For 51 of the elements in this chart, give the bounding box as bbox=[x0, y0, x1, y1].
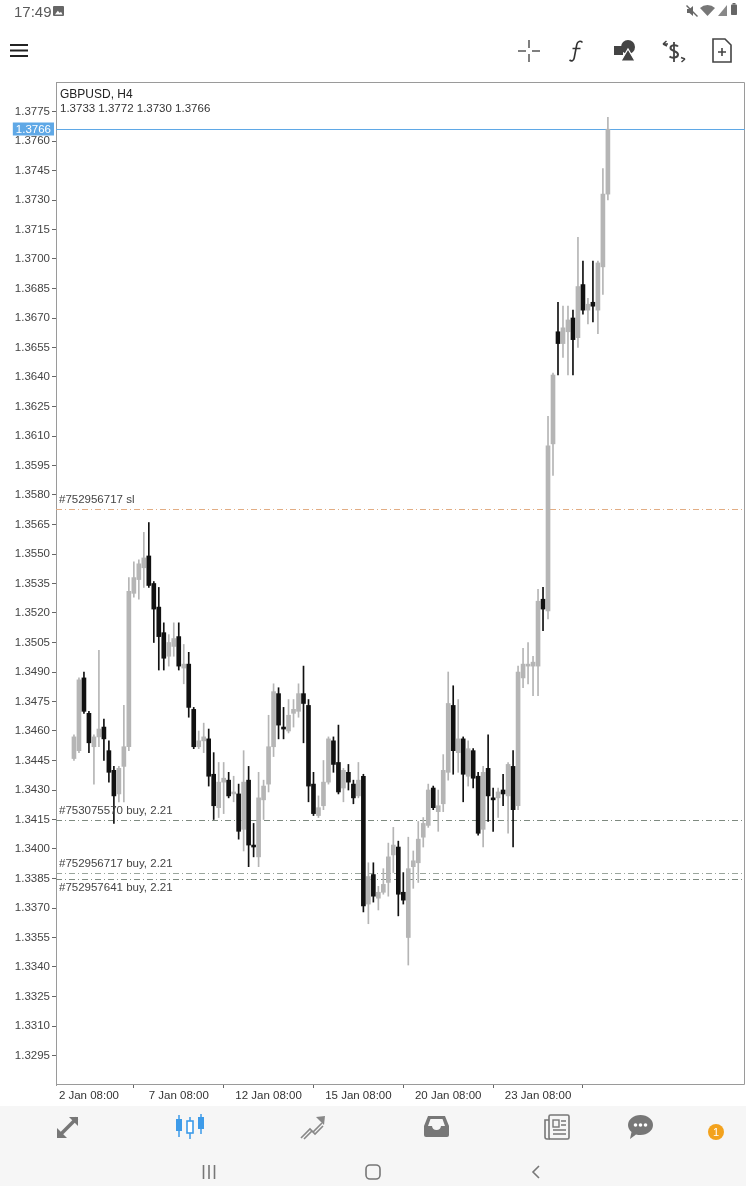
y-tick-label: 1.3640 bbox=[14, 370, 50, 383]
y-tick-label: 1.3655 bbox=[14, 340, 50, 353]
candlestick bbox=[555, 301, 561, 376]
y-tick-label: 1.3310 bbox=[14, 1019, 50, 1032]
y-tick-label: 1.3430 bbox=[14, 783, 50, 796]
chart-title: GBPUSD, H4 bbox=[60, 87, 133, 101]
candlestick bbox=[590, 260, 596, 323]
ref-line-label: #752956717 buy, 2.21 bbox=[59, 857, 173, 870]
ref-line-label: #752957641 buy, 2.21 bbox=[59, 881, 173, 894]
y-tick-label: 1.3505 bbox=[14, 635, 50, 648]
ref-line-label: #752956717 sl bbox=[59, 493, 135, 506]
candlestick bbox=[181, 644, 187, 685]
y-tick-label: 1.3730 bbox=[14, 193, 50, 206]
y-tick-label: 1.3595 bbox=[14, 458, 50, 471]
y-tick-label: 1.3670 bbox=[14, 311, 50, 324]
candlestick bbox=[201, 722, 207, 753]
x-tick-label: 7 Jan 08:00 bbox=[148, 1089, 209, 1102]
ref-line-label: 1.3766 bbox=[15, 122, 51, 135]
candlestick bbox=[455, 699, 461, 773]
x-tick-label: 2 Jan 08:00 bbox=[58, 1089, 119, 1102]
y-tick-label: 1.3535 bbox=[14, 576, 50, 589]
y-tick-label: 1.3400 bbox=[14, 842, 50, 855]
y-tick-label: 1.3760 bbox=[14, 134, 50, 147]
y-tick-label: 1.3445 bbox=[14, 753, 50, 766]
y-tick-label: 1.3475 bbox=[14, 694, 50, 707]
y-tick-label: 1.3295 bbox=[14, 1048, 50, 1061]
x-tick-label: 12 Jan 08:00 bbox=[235, 1089, 302, 1102]
x-tick-label: 20 Jan 08:00 bbox=[414, 1089, 482, 1102]
y-tick-label: 1.3385 bbox=[14, 871, 50, 884]
y-tick-label: 1.3460 bbox=[14, 724, 50, 737]
y-tick-label: 1.3580 bbox=[14, 488, 50, 501]
y-tick-label: 1.3550 bbox=[14, 547, 50, 560]
text: 1.3733 1.3772 1.3730 1.3766 bbox=[60, 102, 211, 114]
x-tick-label: 23 Jan 08:00 bbox=[504, 1089, 572, 1102]
y-tick-label: 1.3745 bbox=[14, 163, 50, 176]
y-tick-label: 1.3625 bbox=[14, 399, 50, 412]
y-tick-label: 1.3340 bbox=[14, 960, 50, 973]
x-tick-label: 15 Jan 08:00 bbox=[325, 1089, 392, 1102]
y-tick-label: 1.3520 bbox=[14, 606, 50, 619]
y-tick-label: 1.3685 bbox=[14, 281, 50, 294]
y-tick-label: 1.3490 bbox=[14, 665, 50, 678]
y-tick-label: 1.3610 bbox=[14, 429, 50, 442]
y-tick-label: 1.3415 bbox=[14, 812, 50, 825]
y-tick-label: 1.3565 bbox=[14, 517, 50, 530]
text: 17:49 bbox=[14, 3, 52, 20]
y-tick-label: 1.3370 bbox=[14, 901, 50, 914]
y-tick-label: 1.3355 bbox=[14, 930, 50, 943]
y-tick-label: 1.3325 bbox=[14, 989, 50, 1002]
y-tick-label: 1.3700 bbox=[14, 252, 50, 265]
y-tick-label: 1.3775 bbox=[14, 104, 50, 117]
y-tick-label: 1.3715 bbox=[14, 222, 50, 235]
